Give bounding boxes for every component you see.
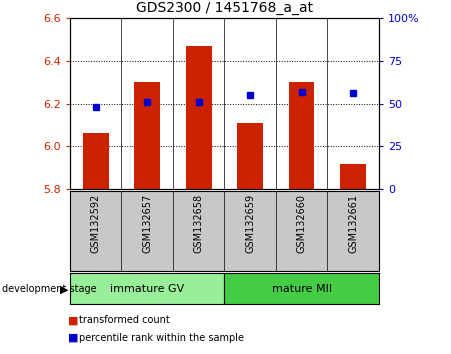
Bar	[289, 82, 314, 189]
Text: GSM132659: GSM132659	[245, 194, 255, 253]
Text: ▶: ▶	[60, 284, 68, 294]
Bar	[225, 273, 379, 304]
Text: ■: ■	[68, 333, 78, 343]
Text: GSM132658: GSM132658	[193, 194, 204, 253]
Title: GDS2300 / 1451768_a_at: GDS2300 / 1451768_a_at	[136, 1, 313, 15]
Text: transformed count: transformed count	[79, 315, 170, 325]
Text: GSM132592: GSM132592	[91, 194, 101, 253]
Text: immature GV: immature GV	[110, 284, 184, 293]
Bar	[83, 132, 109, 189]
Bar	[340, 164, 366, 189]
Text: development stage: development stage	[2, 284, 97, 294]
Text: mature MII: mature MII	[272, 284, 331, 293]
Bar	[134, 82, 160, 189]
Text: GSM132657: GSM132657	[142, 194, 152, 253]
Bar	[186, 46, 212, 189]
Text: GSM132660: GSM132660	[297, 194, 307, 252]
Text: percentile rank within the sample: percentile rank within the sample	[79, 333, 244, 343]
Bar	[70, 273, 225, 304]
Text: ■: ■	[68, 315, 78, 325]
Bar	[237, 123, 263, 189]
Text: GSM132661: GSM132661	[348, 194, 358, 252]
